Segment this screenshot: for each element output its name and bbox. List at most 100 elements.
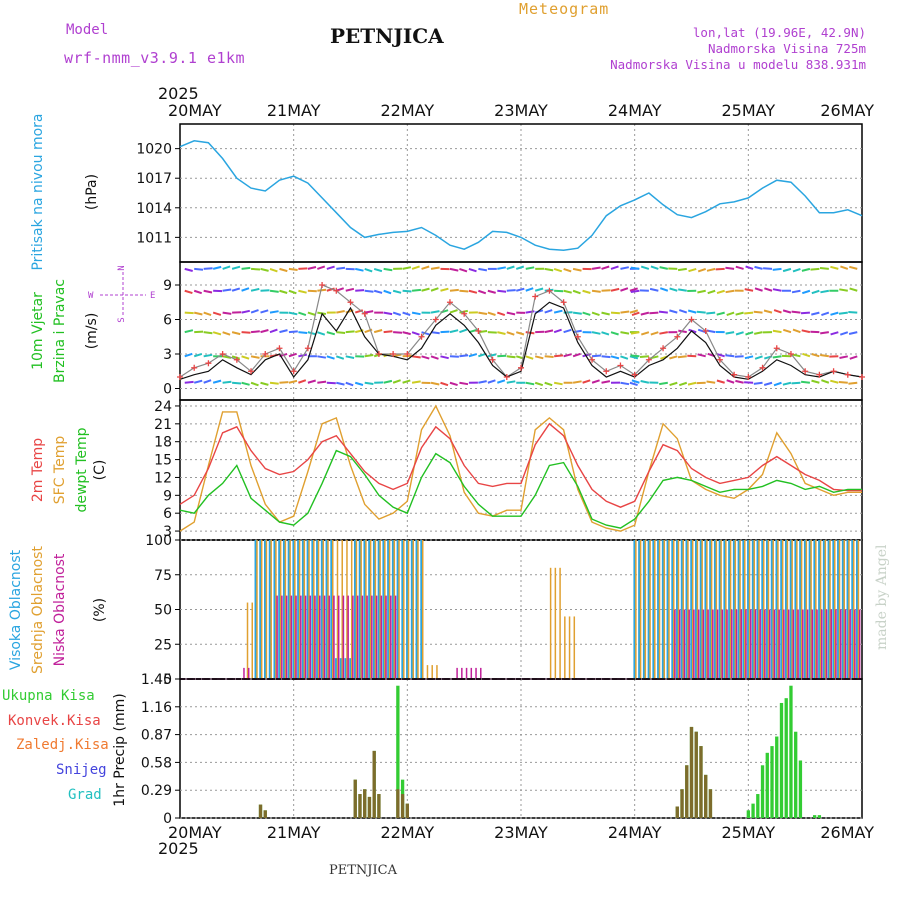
temp-unit: (C)	[92, 460, 108, 481]
wind-arrow	[478, 352, 487, 358]
precip-ylabel: 1hr Precip (mm)	[112, 693, 128, 806]
wind-arrow	[478, 380, 487, 384]
wind-arrow	[203, 379, 212, 384]
wind-arrow	[669, 309, 678, 314]
date-label-bottom: 20MAY	[168, 823, 222, 842]
wind-arrow	[763, 267, 773, 270]
wind-arrow	[241, 287, 250, 292]
wind-arrow	[591, 311, 600, 317]
wind-arrow	[659, 287, 669, 292]
wind-arrow	[839, 288, 848, 292]
wind-arrow	[753, 331, 763, 335]
wind-arrow	[820, 331, 829, 335]
precip-total-bar	[396, 685, 400, 818]
wind-arrow	[553, 267, 563, 273]
wind-arrow	[811, 379, 820, 384]
wind-arrow	[706, 311, 716, 315]
gust-marker	[773, 345, 780, 352]
wind-arrow	[402, 266, 412, 270]
wind-arrow	[231, 331, 241, 336]
wind-arrow	[298, 311, 307, 317]
wind-arrow	[402, 331, 411, 336]
gust-marker	[844, 371, 851, 378]
wind-unit: (m/s)	[84, 313, 100, 350]
gust-marker	[560, 299, 567, 306]
precip-conv-bar	[694, 731, 698, 818]
wind-arrow	[563, 328, 572, 334]
gust-marker	[390, 351, 397, 357]
wind-arrow	[421, 331, 430, 336]
wind-arrow	[650, 331, 659, 336]
date-label-top: 22MAY	[381, 101, 435, 120]
wind-arrow	[402, 311, 411, 316]
gust-marker	[674, 333, 681, 340]
wind-arrow	[222, 311, 232, 315]
wind-arrow	[669, 381, 678, 387]
gust-marker	[518, 364, 524, 371]
wind-arrow	[260, 309, 269, 314]
wind-arrow	[620, 287, 629, 292]
gust-marker	[546, 287, 553, 294]
wind-arrow	[716, 311, 725, 316]
wind-arrow	[782, 381, 792, 386]
wind-arrow	[640, 380, 650, 384]
date-label-bottom: 23MAY	[494, 823, 548, 842]
wind-arrow	[326, 331, 336, 336]
wind-arrow	[440, 381, 449, 387]
precip-conv-bar	[372, 750, 376, 818]
wind-arrow	[726, 379, 735, 384]
wind-arrow	[193, 289, 203, 295]
precip-conv-bar	[708, 789, 713, 818]
wind-arrow	[640, 331, 650, 336]
wind-arrow	[336, 381, 345, 386]
wind-arrow	[288, 267, 298, 271]
wind-panel: 9 6 3 0	[163, 261, 865, 401]
wind-arrow	[411, 380, 421, 384]
gust-marker	[432, 316, 439, 323]
wind-arrow	[232, 381, 242, 385]
temp-tick-label: 12	[154, 470, 172, 486]
wind-arrow	[222, 265, 231, 270]
wind-arrow	[307, 311, 316, 316]
wind-arrow	[393, 331, 403, 334]
wind-arrow	[298, 379, 307, 384]
wind-arrow	[745, 331, 754, 336]
wind-arrow	[194, 267, 204, 271]
wind-arrow	[430, 266, 440, 270]
wind-arrow	[811, 353, 820, 358]
date-label-top: 23MAY	[494, 101, 548, 120]
wind-arrow	[659, 266, 669, 270]
wind-arrow	[203, 311, 212, 317]
wind-arrow	[250, 309, 259, 314]
gust-marker	[418, 333, 425, 340]
precip-tick-label: 0.58	[141, 755, 172, 771]
precip-conv-bar	[258, 804, 263, 818]
date-label-top: 21MAY	[267, 101, 321, 120]
precip-total-bar	[794, 731, 798, 818]
wind-arrow	[241, 266, 251, 270]
wind-arrow	[821, 311, 830, 317]
date-label-top: 20MAY	[168, 101, 222, 120]
wind-arrow	[212, 311, 222, 316]
wind-arrow	[288, 330, 298, 334]
gust-marker	[716, 356, 723, 363]
wind-arrow	[459, 328, 468, 334]
temp-label-2m: 2m Temp	[30, 438, 46, 502]
wind-arrow	[487, 353, 497, 358]
precip-total-bar	[784, 698, 788, 818]
wind-arrow	[497, 289, 507, 293]
gust-marker	[219, 351, 226, 357]
wind-arrow	[630, 354, 640, 358]
wind-arrow	[222, 331, 231, 336]
wind-arrow	[706, 380, 716, 384]
wind-arrow	[688, 267, 697, 273]
wind-arrow	[582, 289, 591, 294]
compass-icon: N W E S	[88, 265, 155, 322]
wind-arrow	[630, 289, 640, 293]
wind-arrow	[601, 331, 610, 336]
gust-marker	[759, 364, 766, 371]
wind-arrow	[373, 329, 383, 334]
wind-arrow	[449, 309, 458, 314]
precip-total-bar	[779, 702, 784, 818]
wind-arrow	[364, 289, 374, 293]
